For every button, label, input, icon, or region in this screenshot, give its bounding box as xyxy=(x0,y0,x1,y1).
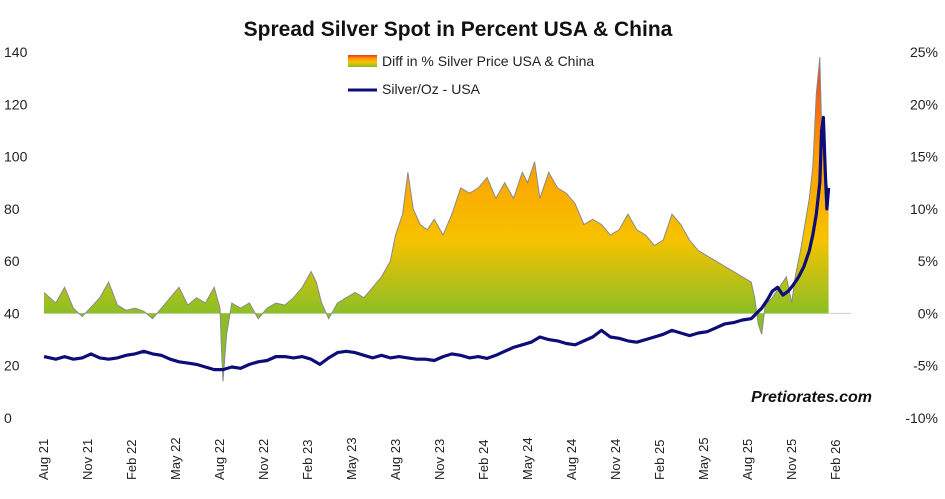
x-tick-label: Aug 22 xyxy=(212,439,227,480)
spread-area xyxy=(44,57,829,382)
x-tick-label: Nov 22 xyxy=(256,439,271,480)
right-tick-label: 15% xyxy=(910,149,938,165)
right-tick-label: 25% xyxy=(910,44,938,60)
right-tick-label: 0% xyxy=(918,305,938,321)
x-tick-label: May 25 xyxy=(696,437,711,480)
x-tick-label: Aug 24 xyxy=(564,439,579,480)
x-tick-label: Aug 23 xyxy=(388,439,403,480)
watermark: Pretiorates.com xyxy=(751,389,872,406)
chart-title: Spread Silver Spot in Percent USA & Chin… xyxy=(244,18,673,41)
legend-swatch-spread xyxy=(348,55,377,67)
right-tick-label: 20% xyxy=(910,96,938,112)
x-tick-label: Nov 21 xyxy=(80,439,95,480)
x-tick-label: Feb 26 xyxy=(828,440,843,480)
right-tick-label: 5% xyxy=(918,253,938,269)
left-tick-label: 80 xyxy=(4,201,20,217)
legend: Diff in % Silver Price USA & China Silve… xyxy=(348,53,594,97)
x-tick-label: May 23 xyxy=(344,437,359,480)
x-tick-label: Feb 25 xyxy=(652,440,667,480)
left-tick-label: 140 xyxy=(4,44,28,60)
legend-label-spread: Diff in % Silver Price USA & China xyxy=(382,53,594,69)
right-tick-label: 10% xyxy=(910,201,938,217)
x-tick-label: Feb 23 xyxy=(300,440,315,480)
x-tick-label: Nov 25 xyxy=(784,439,799,480)
legend-item-spread: Diff in % Silver Price USA & China xyxy=(348,53,594,69)
left-tick-label: 0 xyxy=(4,410,12,426)
right-axis: -10% -5% 0% 5% 10% 15% 20% 25% xyxy=(905,44,938,426)
left-tick-label: 40 xyxy=(4,305,20,321)
x-tick-label: May 22 xyxy=(168,437,183,480)
x-tick-label: May 24 xyxy=(520,437,535,480)
left-tick-label: 60 xyxy=(4,253,20,269)
x-axis: Aug 21 Nov 21 Feb 22 May 22 Aug 22 Nov 22 Feb … xyxy=(36,437,843,480)
left-tick-label: 100 xyxy=(4,149,28,165)
left-axis: 0 20 40 60 80 100 120 140 xyxy=(4,44,28,426)
right-tick-label: -5% xyxy=(913,358,938,374)
x-tick-label: Aug 25 xyxy=(740,439,755,480)
left-tick-label: 20 xyxy=(4,358,20,374)
x-tick-label: Nov 24 xyxy=(608,439,623,480)
x-tick-label: Feb 22 xyxy=(124,440,139,480)
x-tick-label: Feb 24 xyxy=(476,440,491,480)
spread-outline xyxy=(43,57,830,382)
left-tick-label: 120 xyxy=(4,96,28,112)
right-tick-label: -10% xyxy=(905,410,938,426)
silver-price-line xyxy=(43,115,831,372)
legend-label-price: Silver/Oz - USA xyxy=(382,81,481,97)
x-tick-label: Nov 23 xyxy=(432,439,447,480)
x-tick-label: Aug 21 xyxy=(36,439,51,480)
legend-item-price: Silver/Oz - USA xyxy=(348,81,481,97)
